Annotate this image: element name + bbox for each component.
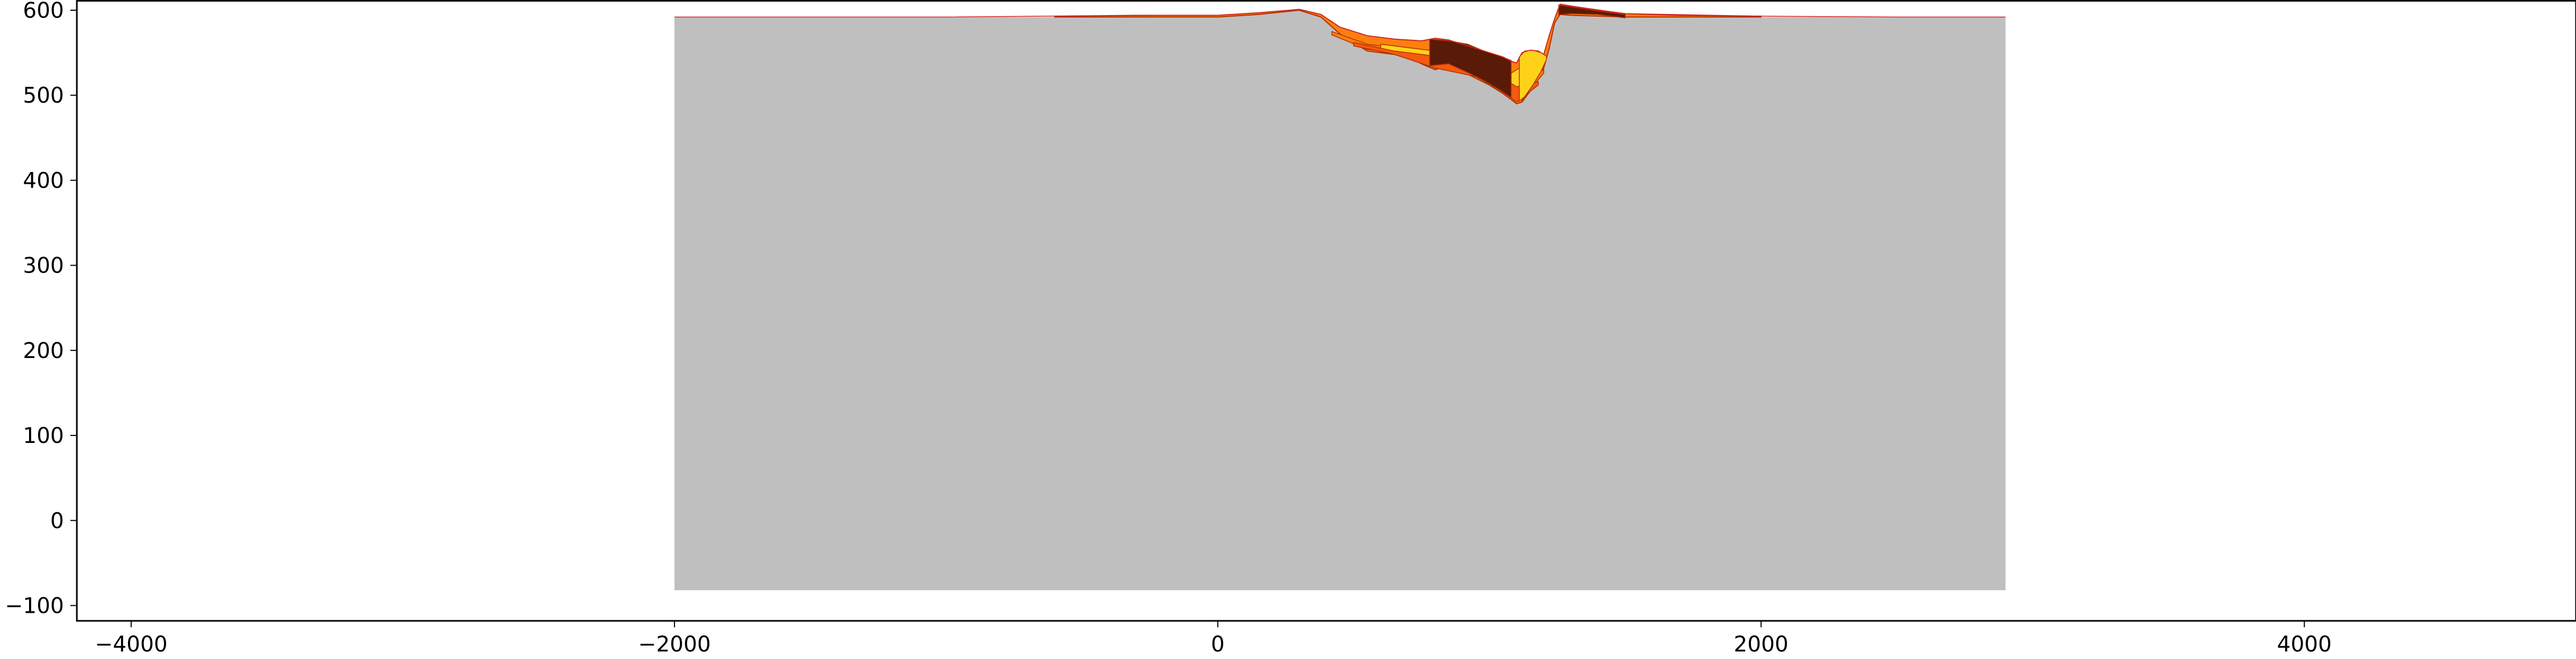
x-tick-label: 2000 bbox=[1734, 632, 1789, 657]
y-tick-label: 100 bbox=[23, 424, 64, 448]
surface-line bbox=[674, 4, 2006, 63]
y-tick-label: −100 bbox=[5, 594, 64, 619]
x-tick-label: −4000 bbox=[95, 632, 167, 657]
y-tick-label: 300 bbox=[23, 254, 64, 278]
y-tick-label: 600 bbox=[23, 0, 64, 23]
deposit-layer-5 bbox=[1429, 38, 1512, 99]
y-tick-label: 0 bbox=[51, 508, 64, 533]
y-tick-label: 400 bbox=[23, 168, 64, 193]
basement-area bbox=[674, 10, 2006, 591]
y-tick-label: 200 bbox=[23, 339, 64, 363]
y-tick-label: 500 bbox=[23, 83, 64, 108]
y-axis: −100 0 100 200 300 400 500 600 bbox=[5, 0, 77, 619]
deposit-layers bbox=[1054, 3, 1762, 105]
x-axis: −4000 −2000 0 2000 4000 bbox=[95, 621, 2331, 657]
deposit-layer-6 bbox=[1558, 4, 1626, 19]
axes-frame bbox=[76, 0, 2576, 622]
x-tick-label: 0 bbox=[1211, 632, 1224, 657]
plot-area bbox=[674, 3, 2006, 591]
x-tick-label: −2000 bbox=[638, 632, 711, 657]
x-tick-label: 4000 bbox=[2277, 632, 2332, 657]
